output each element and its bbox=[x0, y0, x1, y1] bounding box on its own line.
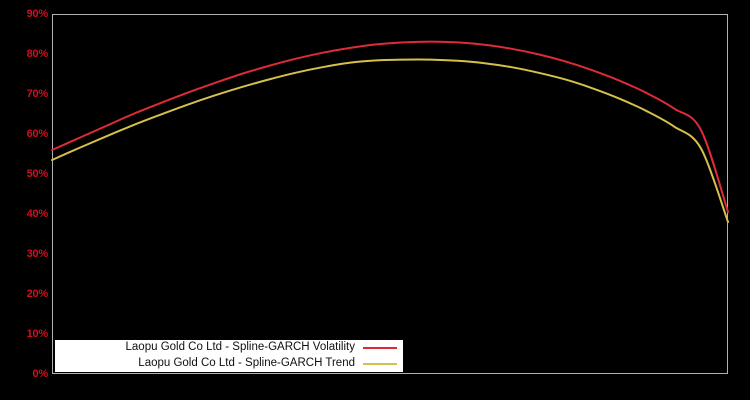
y-axis-tick-label: 60% bbox=[26, 127, 49, 140]
y-axis-tick-label: 90% bbox=[26, 7, 49, 20]
legend-color-swatch bbox=[363, 347, 397, 349]
y-axis-tick-label: 50% bbox=[26, 167, 49, 180]
series-line-trend bbox=[51, 58, 729, 223]
y-axis-tick-label: 20% bbox=[26, 287, 49, 300]
plot-area bbox=[52, 14, 728, 374]
y-axis-tick-label: 70% bbox=[26, 87, 49, 100]
legend-item[interactable]: Laopu Gold Co Ltd - Spline-GARCH Trend bbox=[55, 356, 403, 372]
y-axis-tick-labels: 90% 80% 70% 60% 50% 40% 30% 20% 10% 0% bbox=[0, 0, 49, 400]
y-axis-tick-label: 30% bbox=[26, 247, 49, 260]
series-line-volatility bbox=[51, 40, 729, 213]
y-axis-tick-label: 0% bbox=[32, 367, 49, 380]
legend-item-label: Laopu Gold Co Ltd - Spline-GARCH Volatil… bbox=[125, 341, 355, 354]
y-axis-tick-label: 40% bbox=[26, 207, 49, 220]
legend-item[interactable]: Laopu Gold Co Ltd - Spline-GARCH Volatil… bbox=[55, 340, 403, 356]
legend-color-swatch bbox=[363, 363, 397, 365]
legend-item-label: Laopu Gold Co Ltd - Spline-GARCH Trend bbox=[138, 357, 355, 370]
y-axis-tick-label: 10% bbox=[26, 327, 49, 340]
chart-legend: Laopu Gold Co Ltd - Spline-GARCH Volatil… bbox=[55, 340, 403, 372]
y-axis-tick-label: 80% bbox=[26, 47, 49, 60]
